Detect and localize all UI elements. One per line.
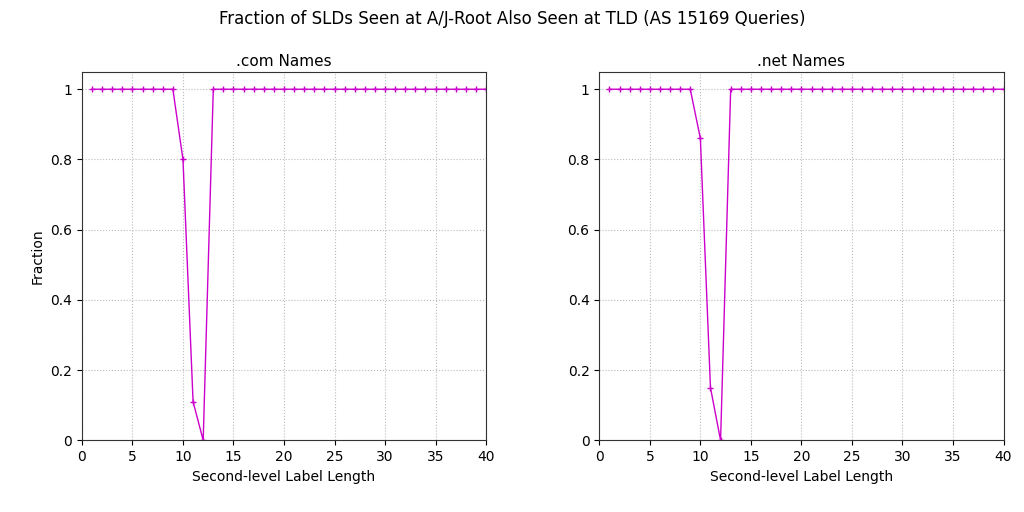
- Y-axis label: Fraction: Fraction: [31, 228, 45, 284]
- Text: Fraction of SLDs Seen at A/J-Root Also Seen at TLD (AS 15169 Queries): Fraction of SLDs Seen at A/J-Root Also S…: [219, 10, 805, 28]
- Title: .com Names: .com Names: [237, 54, 332, 69]
- X-axis label: Second-level Label Length: Second-level Label Length: [193, 470, 376, 484]
- Title: .net Names: .net Names: [758, 54, 846, 69]
- X-axis label: Second-level Label Length: Second-level Label Length: [710, 470, 893, 484]
